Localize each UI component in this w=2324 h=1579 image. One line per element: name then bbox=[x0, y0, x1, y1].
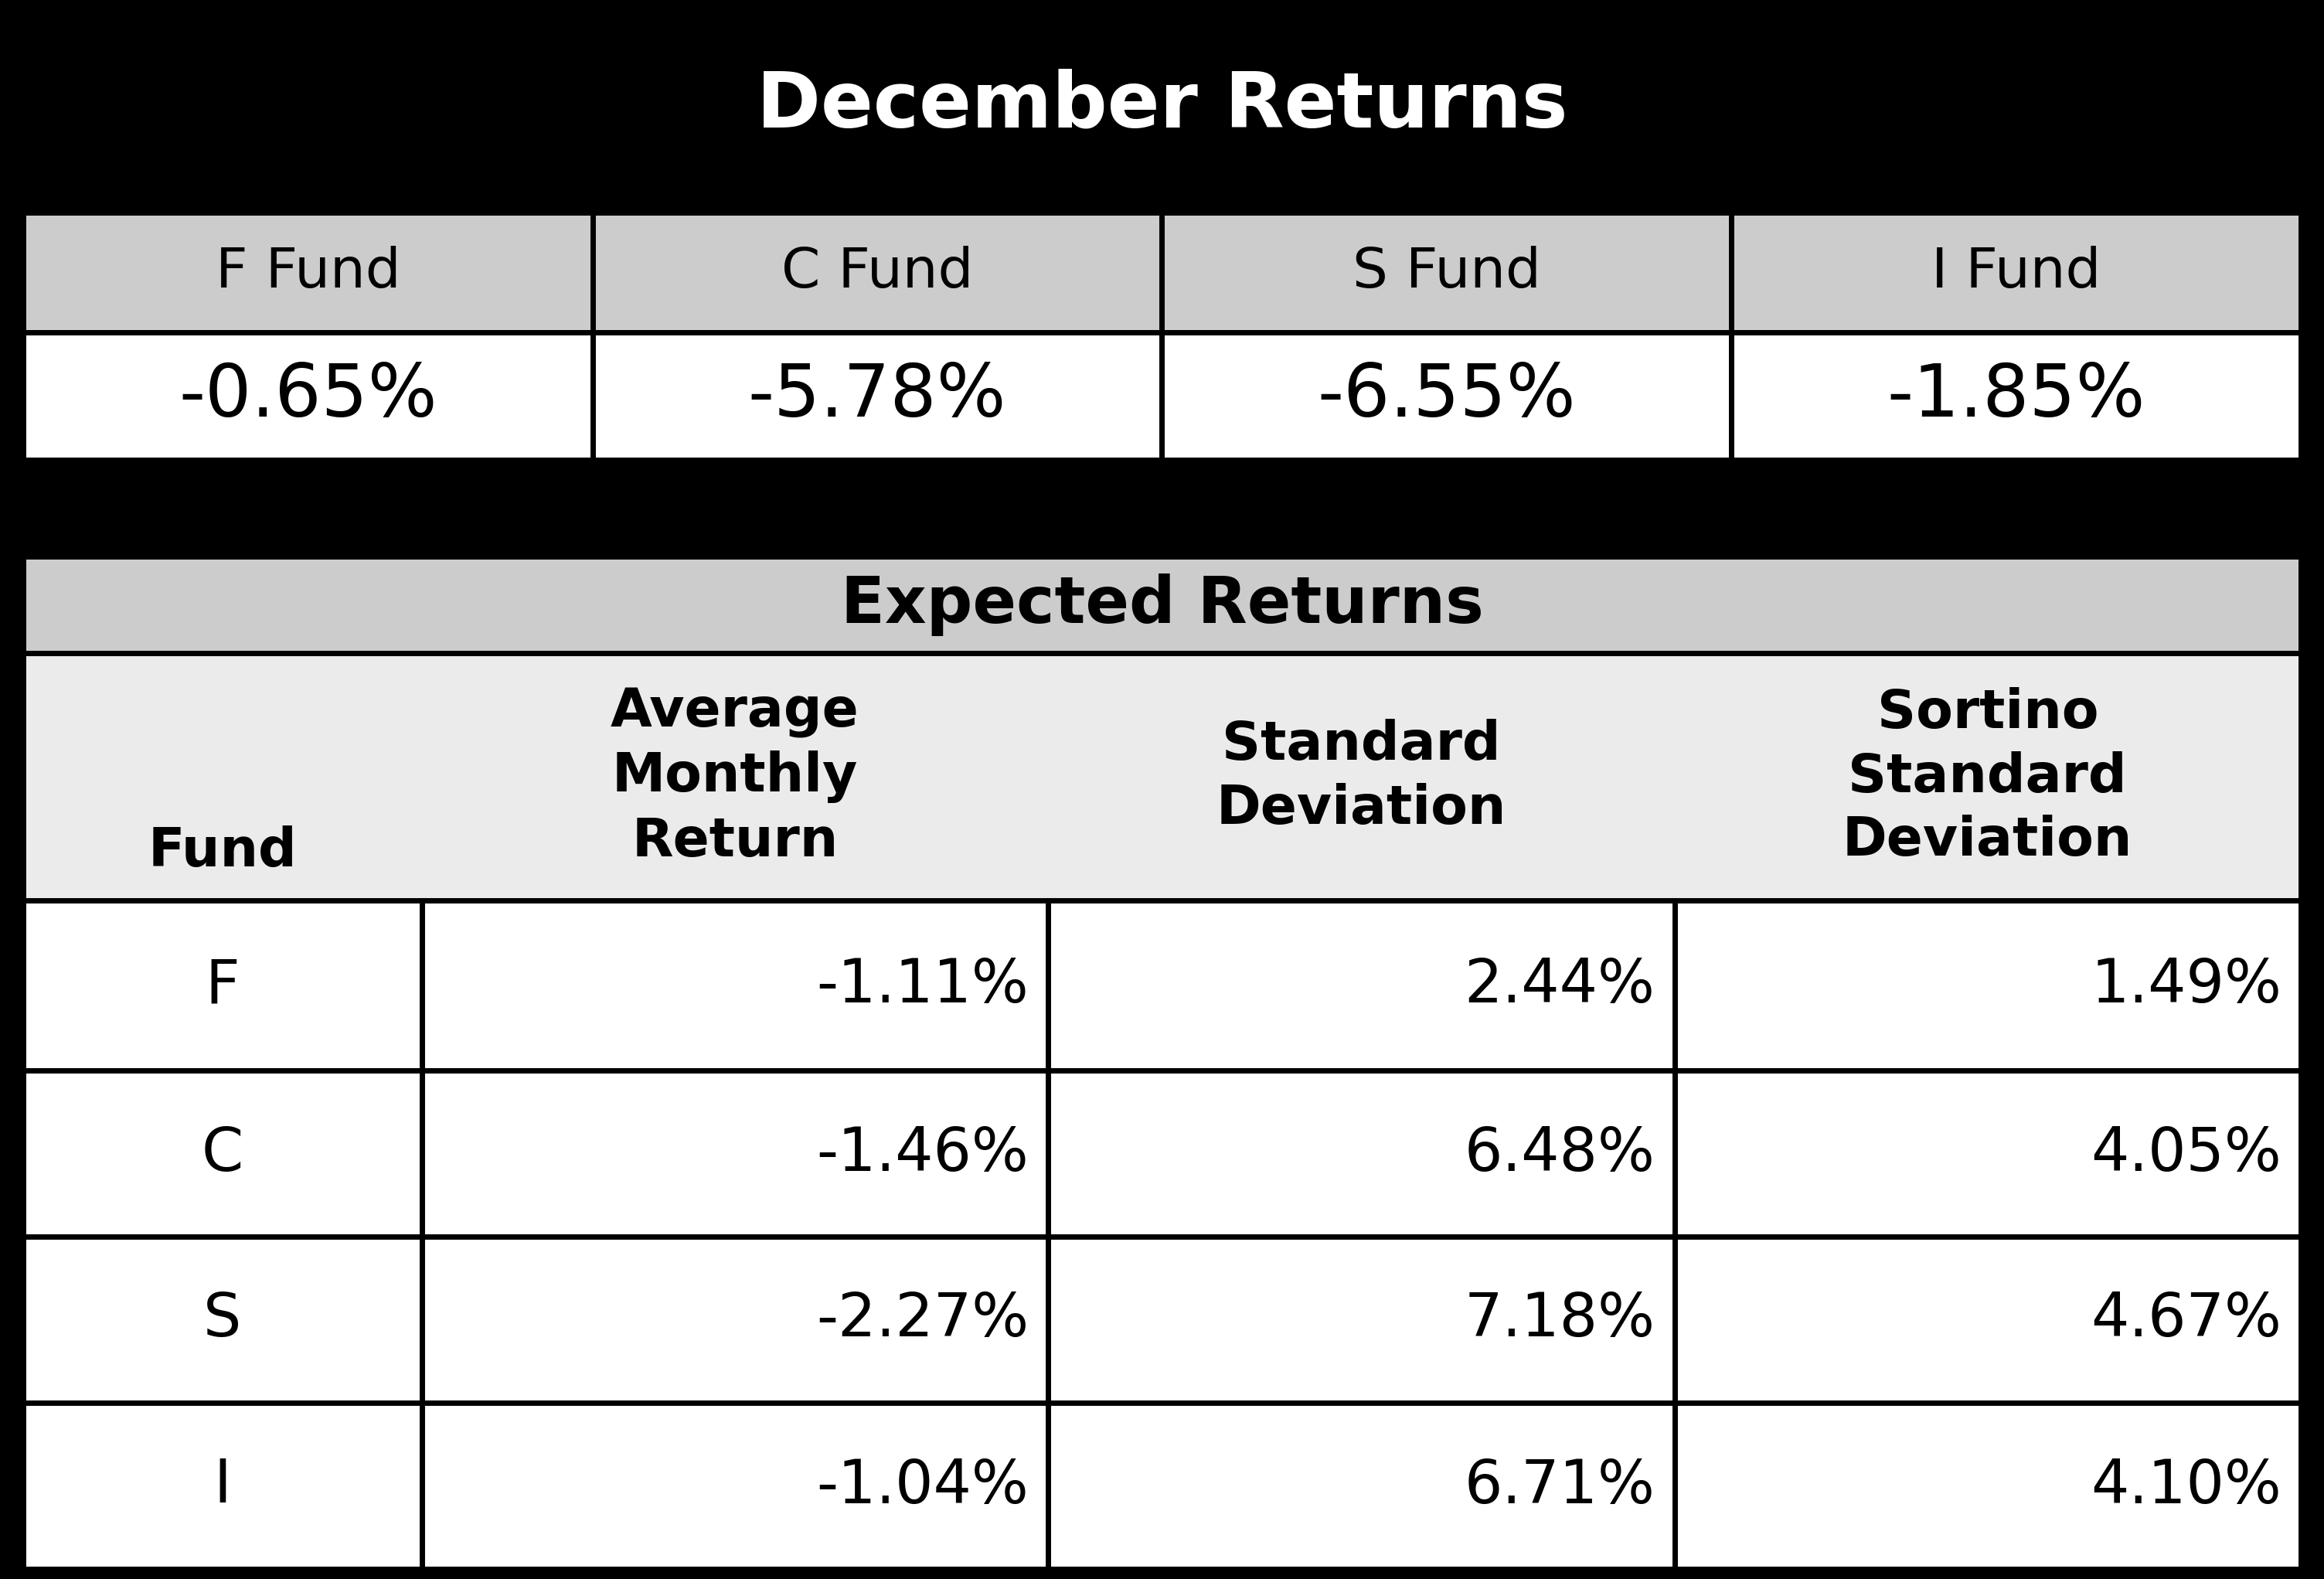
Bar bbox=[23, 556, 2301, 1570]
Text: C Fund: C Fund bbox=[781, 246, 974, 298]
Bar bbox=[23, 213, 2301, 332]
Text: F Fund: F Fund bbox=[216, 246, 400, 298]
Text: I Fund: I Fund bbox=[1931, 246, 2101, 298]
Text: 2.44%: 2.44% bbox=[1464, 955, 1655, 1015]
Text: Average
Monthly
Return: Average Monthly Return bbox=[611, 687, 860, 867]
Text: -1.04%: -1.04% bbox=[816, 1456, 1030, 1516]
Text: December Returns: December Returns bbox=[755, 69, 1569, 144]
Bar bbox=[23, 556, 2301, 654]
Text: -1.46%: -1.46% bbox=[816, 1124, 1030, 1183]
Text: S: S bbox=[205, 1290, 242, 1348]
Text: 4.05%: 4.05% bbox=[2092, 1124, 2282, 1183]
Text: -5.78%: -5.78% bbox=[748, 360, 1006, 431]
Bar bbox=[23, 213, 2301, 459]
Bar bbox=[23, 900, 2301, 1570]
Text: C: C bbox=[202, 1124, 244, 1183]
Text: -1.85%: -1.85% bbox=[1887, 360, 2145, 431]
Text: -1.11%: -1.11% bbox=[816, 955, 1030, 1015]
Text: Expected Returns: Expected Returns bbox=[841, 573, 1483, 636]
Text: Fund: Fund bbox=[149, 826, 297, 878]
Text: 1.49%: 1.49% bbox=[2092, 955, 2282, 1015]
Bar bbox=[23, 556, 2301, 654]
Text: I: I bbox=[214, 1456, 232, 1516]
Text: 4.67%: 4.67% bbox=[2092, 1290, 2282, 1348]
Text: Sortino
Standard
Deviation: Sortino Standard Deviation bbox=[1843, 687, 2133, 867]
Text: 6.71%: 6.71% bbox=[1464, 1456, 1655, 1516]
Text: -6.55%: -6.55% bbox=[1318, 360, 1576, 431]
Text: Standard
Deviation: Standard Deviation bbox=[1215, 718, 1506, 835]
Text: 4.10%: 4.10% bbox=[2092, 1456, 2282, 1516]
Text: 7.18%: 7.18% bbox=[1464, 1290, 1655, 1348]
Text: S Fund: S Fund bbox=[1353, 246, 1541, 298]
Text: F: F bbox=[205, 955, 239, 1015]
Bar bbox=[23, 654, 2301, 900]
Text: 6.48%: 6.48% bbox=[1464, 1124, 1655, 1183]
Text: -0.65%: -0.65% bbox=[179, 360, 437, 431]
Text: -2.27%: -2.27% bbox=[816, 1290, 1030, 1348]
Bar bbox=[23, 332, 2301, 459]
